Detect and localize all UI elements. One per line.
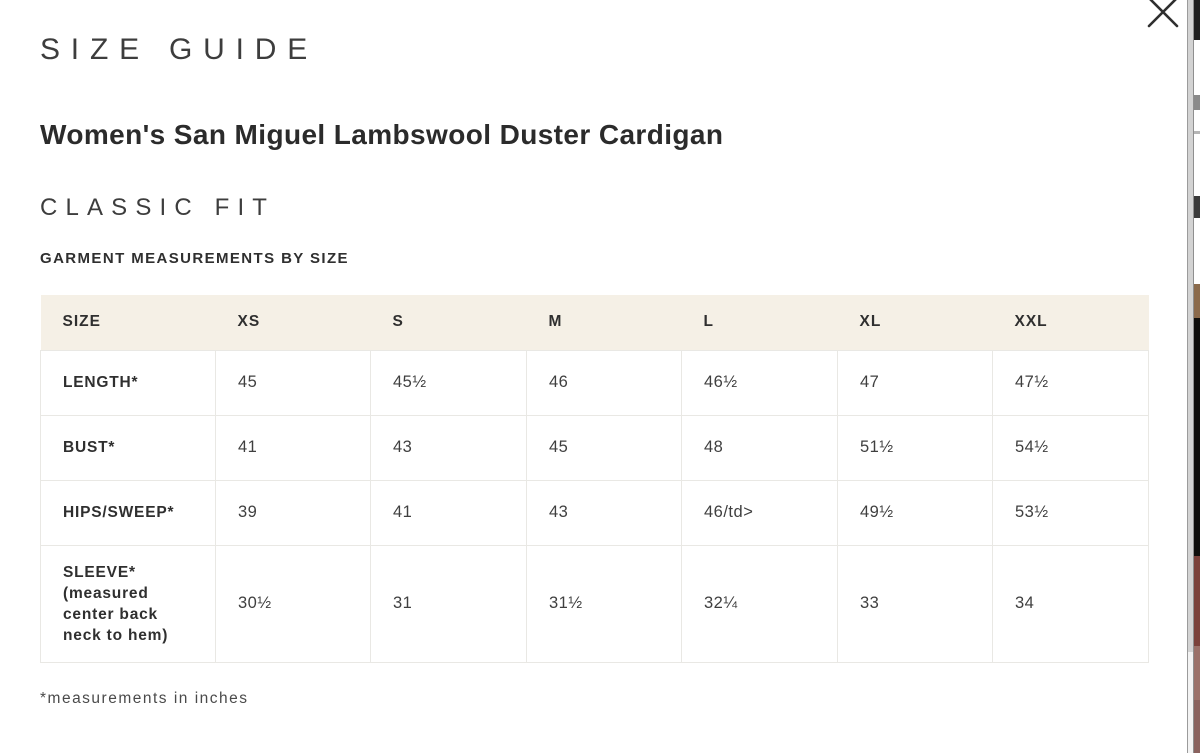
measurement-cell: 46	[526, 349, 682, 416]
background-page-edge	[1194, 0, 1200, 753]
table-caption: GARMENT MEASUREMENTS BY SIZE	[40, 250, 349, 267]
measurement-cell: 30½	[215, 544, 371, 663]
measurement-cell: 45	[526, 414, 682, 481]
measurement-cell: 46/td>	[681, 479, 838, 546]
row-label: LENGTH*	[40, 349, 216, 416]
page-edge-segment	[1194, 196, 1200, 218]
table-row-bust: BUST* 41 43 45 48 51½ 54½	[40, 414, 1149, 481]
table-row-sleeve: SLEEVE* (measured center back neck to he…	[40, 544, 1149, 663]
page-edge-segment	[1194, 131, 1200, 134]
measurement-cell: 31	[370, 544, 527, 663]
measurement-cell: 54½	[992, 414, 1149, 481]
column-header-m: M	[526, 295, 682, 350]
measurement-cell: 41	[370, 479, 527, 546]
table-row-hips-sweep: HIPS/SWEEP* 39 41 43 46/td> 49½ 53½	[40, 479, 1149, 546]
column-header-xl: XL	[837, 295, 993, 350]
page-edge-segment	[1194, 95, 1200, 110]
column-header-size: SIZE	[40, 295, 216, 350]
measurement-cell: 45	[215, 349, 371, 416]
measurement-cell: 31½	[526, 544, 682, 663]
close-icon	[1147, 0, 1179, 28]
close-button[interactable]	[1144, 0, 1182, 31]
page-edge-segment	[1194, 134, 1200, 196]
scrollbar[interactable]	[1187, 0, 1194, 753]
page-edge-segment	[1194, 646, 1200, 700]
measurement-cell: 34	[992, 544, 1149, 663]
fit-label: CLASSIC FIT	[40, 194, 276, 221]
measurement-cell: 41	[215, 414, 371, 481]
footnote: *measurements in inches	[40, 690, 249, 707]
measurement-cell: 51½	[837, 414, 993, 481]
measurement-cell: 45½	[370, 349, 527, 416]
measurement-cell: 32¼	[681, 544, 838, 663]
scrollbar-thumb[interactable]	[1188, 0, 1193, 652]
measurement-cell: 49½	[837, 479, 993, 546]
measurement-cell: 33	[837, 544, 993, 663]
measurement-cell: 46½	[681, 349, 838, 416]
row-label: SLEEVE* (measured center back neck to he…	[40, 544, 216, 663]
modal-heading: SIZE GUIDE	[40, 33, 319, 66]
measurement-cell: 48	[681, 414, 838, 481]
measurement-cell: 47½	[992, 349, 1149, 416]
page-edge-segment	[1194, 40, 1200, 95]
column-header-l: L	[681, 295, 838, 350]
measurement-cell: 43	[526, 479, 682, 546]
page-edge-segment	[1194, 700, 1200, 753]
measurement-cell: 53½	[992, 479, 1149, 546]
column-header-xxl: XXL	[992, 295, 1149, 350]
page-edge-segment	[1194, 284, 1200, 318]
column-header-xs: XS	[215, 295, 371, 350]
measurement-cell: 47	[837, 349, 993, 416]
row-label: HIPS/SWEEP*	[40, 479, 216, 546]
measurement-cell: 43	[370, 414, 527, 481]
page-edge-segment	[1194, 0, 1200, 40]
size-table: SIZE XS S M L XL XXL LENGTH* 45 45½ 46 4…	[40, 295, 1149, 663]
table-header-row: SIZE XS S M L XL XXL	[40, 295, 1149, 350]
table-row-length: LENGTH* 45 45½ 46 46½ 47 47½	[40, 349, 1149, 416]
measurement-cell: 39	[215, 479, 371, 546]
page-edge-segment	[1194, 218, 1200, 284]
page-edge-segment	[1194, 556, 1200, 646]
page-edge-segment	[1194, 110, 1200, 131]
row-label: BUST*	[40, 414, 216, 481]
column-header-s: S	[370, 295, 527, 350]
page-edge-segment	[1194, 318, 1200, 556]
product-title: Women's San Miguel Lambswool Duster Card…	[40, 119, 724, 150]
